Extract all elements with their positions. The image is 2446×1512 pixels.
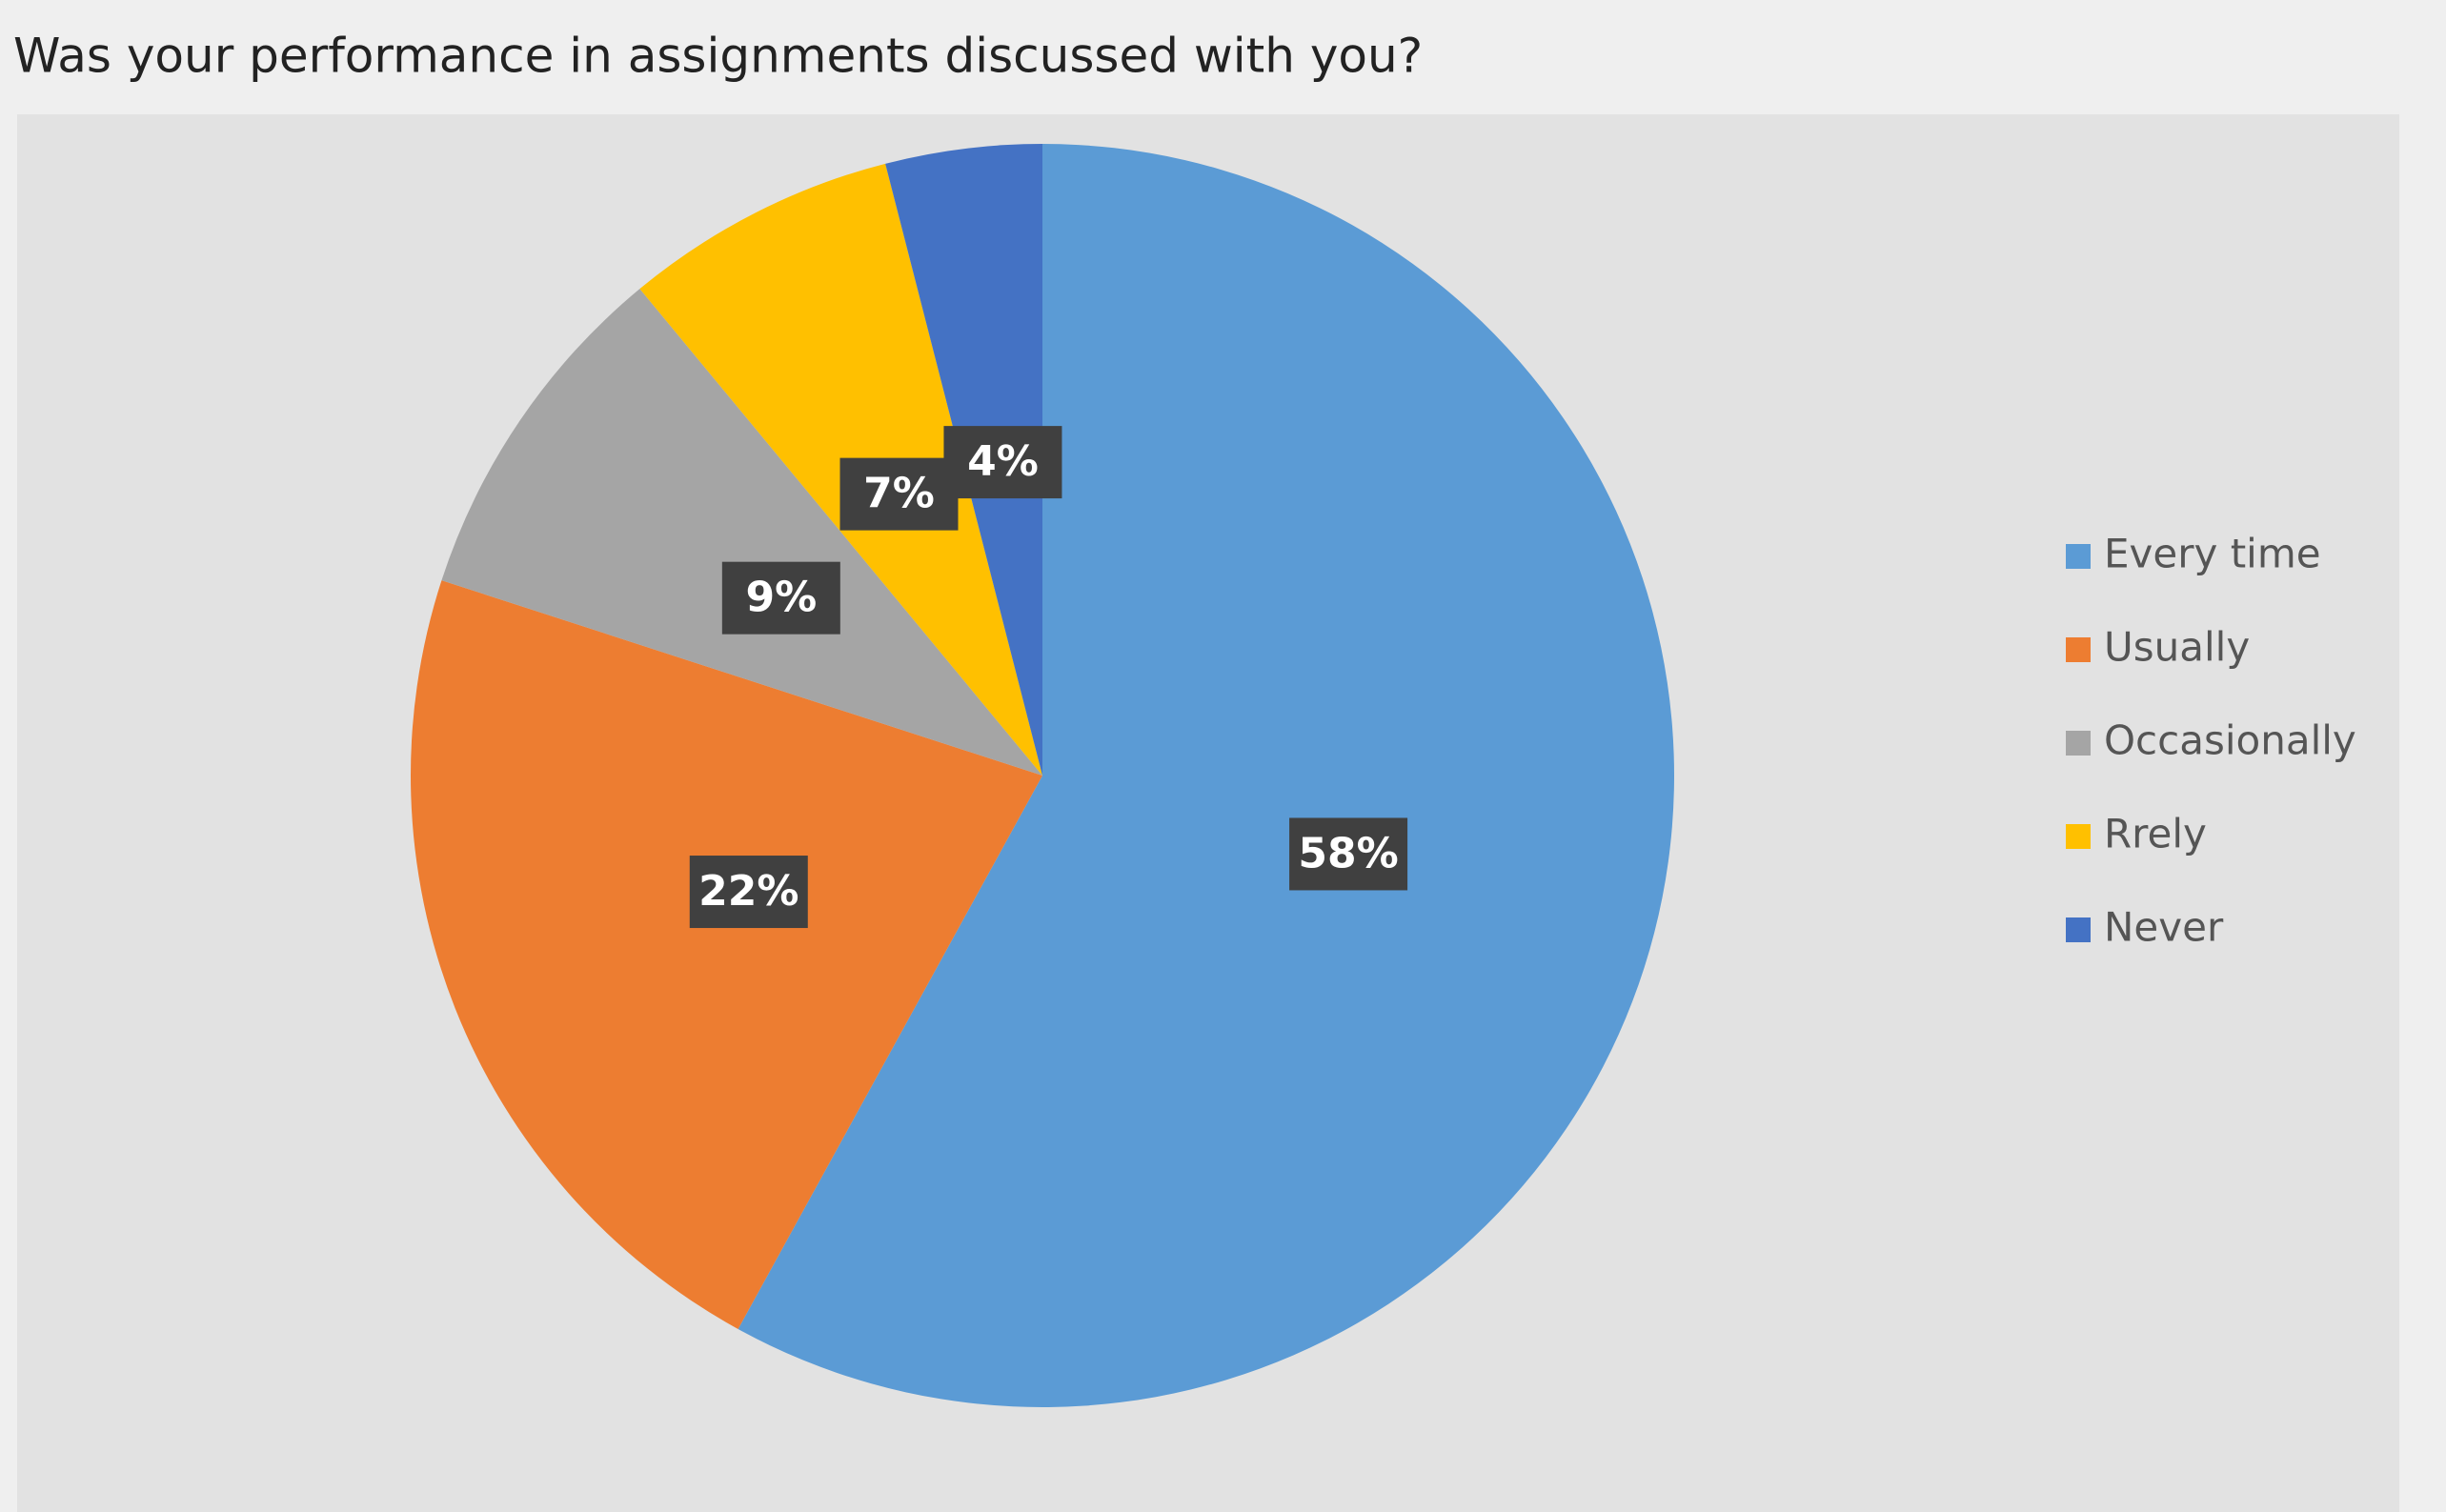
- data-label: 22%: [698, 867, 798, 916]
- chart-title: Was your performance in assignments disc…: [13, 29, 1423, 84]
- legend-marker: [2066, 824, 2091, 849]
- data-label: 9%: [745, 574, 817, 622]
- legend-marker: [2066, 544, 2091, 569]
- data-label-box: [839, 457, 959, 531]
- data-label: 58%: [1298, 829, 1398, 877]
- legend-marker: [2066, 917, 2091, 942]
- data-label-box: [689, 856, 808, 929]
- data-label-box: [943, 426, 1062, 499]
- data-label: 7%: [863, 470, 935, 518]
- data-label: 4%: [967, 437, 1039, 486]
- pie-slice: [441, 289, 1042, 776]
- legend-label: Never: [2104, 904, 2224, 951]
- legend-label: Every time: [2104, 531, 2321, 577]
- pie-slice: [410, 580, 1043, 1329]
- legend-marker: [2066, 637, 2091, 662]
- data-label-box: [1289, 817, 1408, 891]
- legend-label: Usually: [2104, 624, 2250, 671]
- data-label-box: [721, 561, 840, 635]
- pie-slice: [738, 144, 1674, 1407]
- legend-marker: [2066, 731, 2091, 756]
- legend-label: Rrely: [2104, 811, 2207, 857]
- legend-label: Occasionally: [2104, 717, 2356, 764]
